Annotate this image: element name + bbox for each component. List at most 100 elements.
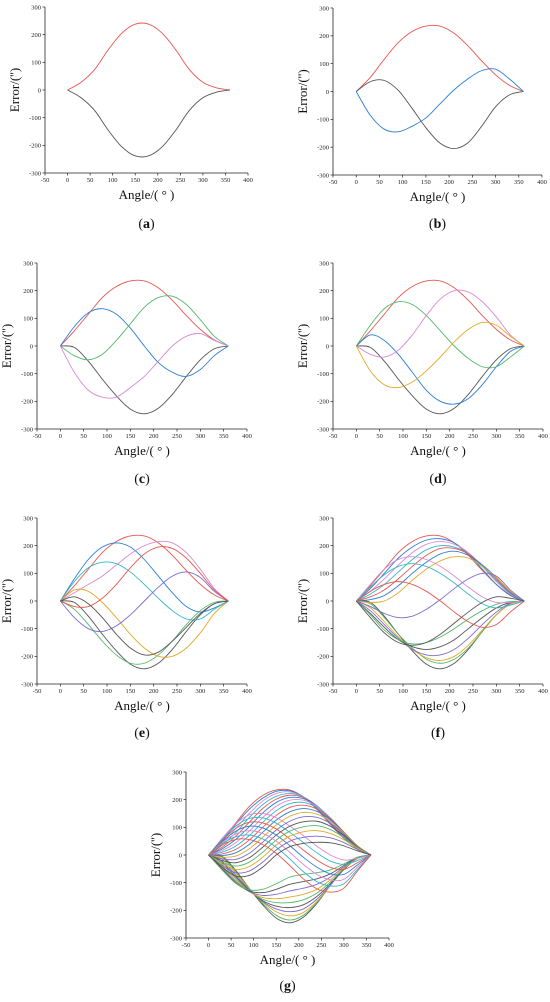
panel-caption-e: (e) <box>134 726 150 741</box>
y-axis-label-c: Error/('') <box>0 324 14 368</box>
x-tick-label-f-2: 50 <box>376 688 383 695</box>
x-tick-label-d-6: 250 <box>468 433 478 440</box>
y-axis-label-a: Error/('') <box>7 68 22 112</box>
series-line-f-15 <box>356 563 525 609</box>
series-line-g-20 <box>208 854 372 891</box>
series-line-f-2 <box>356 600 525 670</box>
y-tick-label-a-6: 300 <box>31 4 41 11</box>
panel-caption-c: (c) <box>134 472 150 487</box>
y-tick-label-g-0: -300 <box>170 935 182 942</box>
series-line-g-25 <box>208 821 372 871</box>
x-tick-label-c-2: 50 <box>80 433 87 440</box>
series-group-g <box>208 788 372 924</box>
x-tick-label-b-4: 150 <box>421 179 431 186</box>
y-tick-label-g-5: 200 <box>172 797 182 804</box>
series-line-e-8 <box>59 571 229 632</box>
series-line-e-2 <box>60 600 229 670</box>
x-tick-label-b-6: 250 <box>467 179 477 186</box>
y-tick-label-e-3: 0 <box>30 598 33 605</box>
x-tick-label-e-0: -50 <box>33 688 42 695</box>
x-tick-label-a-5: 200 <box>153 177 163 184</box>
x-tick-label-g-8: 350 <box>362 942 372 949</box>
x-tick-label-f-4: 150 <box>421 688 431 695</box>
y-tick-label-g-6: 300 <box>172 769 182 776</box>
y-tick-label-e-1: -200 <box>21 654 33 661</box>
y-axis-label-b: Error/('') <box>295 69 310 113</box>
series-group-b <box>355 24 524 150</box>
series-line-c-3 <box>59 308 229 377</box>
series-line-b-3 <box>355 68 524 133</box>
y-tick-label-d-3: 0 <box>326 343 329 350</box>
y-tick-label-d-4: 100 <box>319 316 329 323</box>
series-line-g-27 <box>208 825 372 876</box>
x-tick-label-d-1: 0 <box>355 433 358 440</box>
x-axis-label-a: Angle/( ° ) <box>119 187 175 202</box>
y-tick-label-f-2: -100 <box>317 626 329 633</box>
chart-panel-e: -50 0 50 100 150 200 250 300 350 400 -300 -200 -100 0… <box>0 515 252 741</box>
panel-caption-f: (f) <box>431 726 445 741</box>
y-tick-label-e-2: -100 <box>21 626 33 633</box>
y-tick-label-c-1: -200 <box>21 399 33 406</box>
chart-panels: -50 0 50 100 150 200 250 300 350 400 -300 -200 -100 0… <box>0 4 548 994</box>
y-tick-label-f-4: 100 <box>319 571 329 578</box>
x-tick-label-g-6: 250 <box>316 942 326 949</box>
x-tick-label-c-7: 300 <box>195 433 205 440</box>
x-tick-label-a-4: 150 <box>130 177 140 184</box>
y-tick-label-c-0: -300 <box>21 426 33 433</box>
chart-panel-c: -50 0 50 100 150 200 250 300 350 400 -300 -200 -100 0… <box>0 260 252 487</box>
y-tick-label-b-1: -200 <box>317 144 329 151</box>
y-tick-label-b-6: 300 <box>319 5 329 12</box>
y-tick-label-c-4: 100 <box>23 316 33 323</box>
series-line-e-6 <box>60 588 229 658</box>
x-axis-label-b: Angle/( ° ) <box>410 189 466 204</box>
chart-panel-d: -50 0 50 100 150 200 250 300 350 400 -300 -200 -100 0… <box>295 260 548 487</box>
y-axis-label-e: Error/('') <box>0 579 14 623</box>
panel-caption-a: (a) <box>138 217 155 232</box>
x-axis-label-g: Angle/( ° ) <box>260 952 316 967</box>
y-tick-label-d-2: -100 <box>317 371 329 378</box>
series-line-f-5 <box>356 541 525 602</box>
series-line-f-10 <box>356 600 525 650</box>
x-tick-label-a-3: 100 <box>108 177 118 184</box>
y-tick-label-d-0: -300 <box>317 426 329 433</box>
y-tick-label-a-3: 0 <box>38 87 41 94</box>
series-line-g-12 <box>208 854 372 904</box>
y-tick-label-d-6: 300 <box>319 260 329 267</box>
series-line-d-1 <box>355 279 525 347</box>
y-tick-label-f-6: 300 <box>319 515 329 522</box>
series-line-g-14 <box>208 854 372 900</box>
series-line-g-33 <box>208 838 372 893</box>
series-line-e-9 <box>60 546 229 608</box>
series-line-d-3 <box>356 334 525 405</box>
y-tick-label-b-3: 0 <box>326 89 329 96</box>
series-line-g-16 <box>208 854 372 896</box>
y-axis-label-d: Error/('') <box>295 324 310 368</box>
y-tick-label-c-6: 300 <box>23 260 33 267</box>
x-tick-label-d-0: -50 <box>329 433 338 440</box>
x-axis-label-e: Angle/( ° ) <box>114 698 170 713</box>
x-axis-label-d: Angle/( ° ) <box>410 443 466 458</box>
x-tick-label-g-7: 300 <box>339 942 349 949</box>
x-tick-label-f-7: 300 <box>491 688 501 695</box>
x-tick-label-e-3: 100 <box>102 688 112 695</box>
x-tick-label-e-1: 0 <box>59 688 62 695</box>
series-line-e-7 <box>59 561 229 621</box>
x-tick-label-a-2: 50 <box>87 177 94 184</box>
x-tick-label-c-5: 200 <box>149 433 159 440</box>
x-tick-label-a-8: 350 <box>221 177 231 184</box>
series-line-g-28 <box>208 825 372 867</box>
y-tick-label-f-1: -200 <box>317 654 329 661</box>
x-tick-label-g-9: 400 <box>384 942 394 949</box>
chart-panel-f: -50 0 50 100 150 200 250 300 350 400 -300 -200 -100 0… <box>295 515 548 741</box>
x-tick-label-b-3: 100 <box>398 179 408 186</box>
series-line-f-3 <box>356 538 525 602</box>
x-axis-label-f: Angle/( ° ) <box>410 698 466 713</box>
panel-caption-b: (b) <box>429 217 446 232</box>
x-tick-label-f-8: 350 <box>515 688 525 695</box>
series-line-e-4 <box>60 600 229 665</box>
series-group-d <box>355 279 525 415</box>
x-tick-label-f-1: 0 <box>355 688 358 695</box>
series-line-d-5 <box>356 289 525 358</box>
series-line-g-26 <box>208 820 372 864</box>
